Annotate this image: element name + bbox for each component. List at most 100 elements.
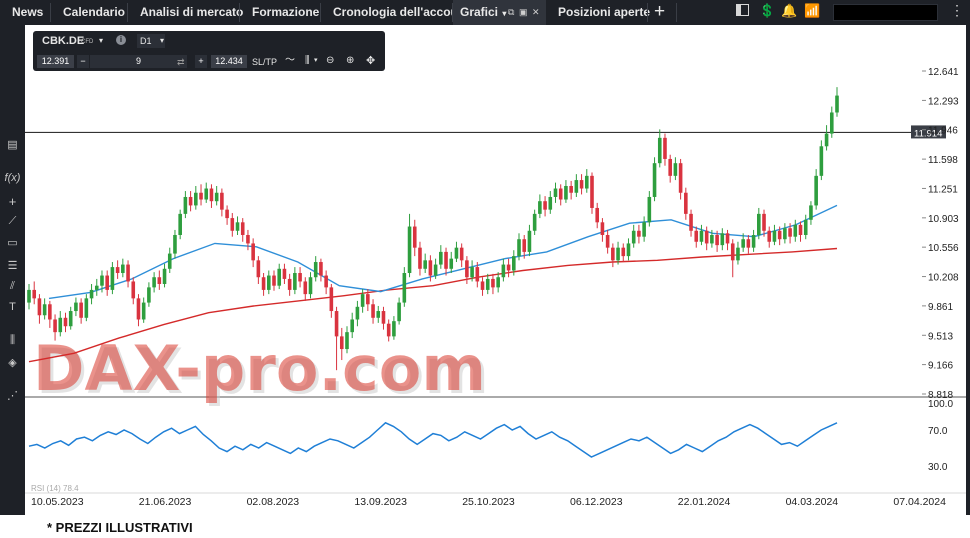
bell-icon[interactable]: 🔔 bbox=[781, 3, 798, 18]
account-panel[interactable] bbox=[833, 4, 938, 21]
crosshair-icon[interactable]: + bbox=[8, 194, 17, 209]
zoom-in-icon[interactable]: ⊕ bbox=[346, 55, 355, 66]
candle-body bbox=[173, 234, 177, 254]
tab-grafici[interactable]: Grafici ▾ bbox=[453, 0, 546, 25]
candle-body bbox=[220, 192, 224, 210]
nav-divider bbox=[320, 3, 321, 22]
candle-body bbox=[710, 234, 714, 244]
tab-grafici-label: Grafici bbox=[460, 5, 499, 19]
pitchfork-icon[interactable]: ⫽ bbox=[10, 280, 15, 292]
candle-body bbox=[178, 213, 182, 235]
candle-body bbox=[631, 230, 636, 244]
candle-body bbox=[757, 213, 761, 235]
currency-icon[interactable]: 💲 bbox=[759, 3, 776, 18]
candle-body bbox=[657, 137, 662, 164]
candle-body bbox=[366, 294, 370, 305]
chevron-down-icon[interactable]: ▾ bbox=[314, 57, 318, 64]
tab-formazione[interactable]: Formazione bbox=[252, 5, 320, 19]
info-icon[interactable]: i bbox=[116, 35, 126, 45]
trendline-icon[interactable]: ⟋ bbox=[8, 215, 17, 227]
close-icon[interactable]: ✕ bbox=[532, 7, 540, 17]
price-axis-label: 10.903 bbox=[928, 214, 959, 225]
candle-body bbox=[517, 239, 521, 257]
more-menu-icon[interactable]: ⋮ bbox=[950, 2, 964, 18]
candle-body bbox=[704, 230, 709, 244]
maximize-tab-icon[interactable]: ▣ bbox=[519, 7, 528, 17]
chart-panel-icon[interactable]: ▤ bbox=[7, 139, 18, 151]
chevron-down-icon[interactable]: ▾ bbox=[502, 9, 507, 18]
tab-analisi-di-mercato[interactable]: Analisi di mercato bbox=[140, 5, 244, 19]
sl-tp-button[interactable]: SL/TP bbox=[252, 57, 278, 67]
candle-body bbox=[287, 278, 292, 290]
candle-body bbox=[360, 294, 365, 307]
candle-body bbox=[824, 133, 829, 147]
candle-body bbox=[115, 267, 120, 274]
candle-body bbox=[428, 260, 433, 276]
chevron-down-icon[interactable]: ▾ bbox=[160, 36, 165, 45]
chevron-down-icon[interactable]: ▾ bbox=[99, 36, 104, 45]
bars-icon[interactable]: ⫼ bbox=[9, 334, 16, 346]
candle-body bbox=[741, 239, 745, 248]
layers-icon[interactable]: ◈ bbox=[8, 357, 17, 369]
candle-body bbox=[564, 185, 568, 200]
timeframe-selector[interactable]: D1 bbox=[137, 34, 165, 48]
instrument-symbol[interactable]: CBK.DE bbox=[42, 35, 85, 47]
candle-type-icon[interactable]: ⫼ bbox=[305, 55, 310, 66]
candle-body bbox=[678, 163, 683, 193]
price-axis[interactable]: 12.641 12.293 11.946 11.598 11.251 10.903 10.5… bbox=[922, 67, 959, 401]
nav-divider bbox=[676, 3, 677, 22]
candle-body bbox=[725, 233, 730, 244]
candle-body bbox=[470, 267, 474, 278]
candle-body bbox=[251, 243, 255, 261]
candle-body bbox=[246, 234, 250, 244]
share-icon[interactable]: ⋰ bbox=[7, 390, 18, 402]
candle-body bbox=[121, 264, 125, 274]
add-tab-button[interactable]: + bbox=[654, 1, 666, 22]
candle-body bbox=[32, 289, 37, 299]
chart-canvas[interactable]: DAX-pro.com DAX-pro.com 11.914 12.64112.… bbox=[25, 25, 966, 515]
line-chart-icon[interactable]: 〜 bbox=[285, 55, 295, 66]
candle-body bbox=[63, 317, 68, 327]
decrease-quantity-button[interactable]: − bbox=[77, 55, 89, 68]
candle-body bbox=[277, 268, 282, 286]
candle-body bbox=[27, 289, 31, 303]
candle-body bbox=[141, 302, 146, 320]
sell-price-button[interactable]: 12.391 bbox=[37, 55, 74, 68]
candle-body bbox=[480, 281, 485, 290]
tab-calendario[interactable]: Calendario bbox=[63, 5, 126, 19]
rectangle-icon[interactable]: ▭ bbox=[7, 237, 18, 249]
candle-body bbox=[386, 323, 391, 337]
time-axis-label: 07.04.2024 bbox=[893, 496, 946, 508]
candle-body bbox=[762, 213, 766, 231]
candle-body bbox=[772, 230, 777, 242]
tab-cronologia-account[interactable]: Cronologia dell'account bbox=[333, 5, 470, 19]
price-axis-label: 12.293 bbox=[928, 96, 959, 107]
candle-body bbox=[407, 226, 412, 274]
candle-body bbox=[152, 277, 156, 288]
candle-body bbox=[819, 146, 824, 176]
increase-quantity-button[interactable]: + bbox=[195, 55, 207, 68]
candle-body bbox=[600, 222, 605, 235]
detach-tab-icon[interactable]: ⧉ bbox=[508, 7, 515, 17]
move-icon[interactable]: ✥ bbox=[366, 55, 376, 67]
indicators-icon[interactable]: f(x) bbox=[4, 172, 21, 184]
refresh-quantity-icon[interactable]: ⇄ bbox=[177, 57, 185, 67]
price-chart[interactable]: DAX-pro.com DAX-pro.com 11.914 12.641 12.… bbox=[25, 25, 966, 515]
candle-body bbox=[303, 281, 308, 295]
tab-posizioni-aperte[interactable]: Posizioni aperte bbox=[558, 5, 651, 19]
quantity-input[interactable]: 9 bbox=[90, 55, 187, 68]
buy-price-button[interactable]: 12.434 bbox=[211, 55, 247, 68]
zoom-out-icon[interactable]: ⊖ bbox=[326, 55, 335, 66]
horizontal-line-tag bbox=[911, 125, 946, 139]
tab-news[interactable]: News bbox=[12, 5, 44, 19]
candle-body bbox=[736, 247, 740, 261]
fibonacci-icon[interactable]: ☰ bbox=[7, 260, 18, 272]
text-tool-icon[interactable]: T bbox=[9, 301, 16, 313]
price-axis-label: 10.208 bbox=[928, 273, 959, 284]
candle-body bbox=[194, 192, 198, 206]
sidebar-toggle-icon[interactable] bbox=[736, 4, 749, 16]
time-axis[interactable]: 10.05.2023 21.06.2023 02.08.2023 13.09.2023… bbox=[25, 492, 966, 508]
horizontal-line[interactable]: 11.914 bbox=[25, 125, 946, 139]
candle-body bbox=[652, 163, 657, 197]
candle-body bbox=[465, 260, 469, 278]
